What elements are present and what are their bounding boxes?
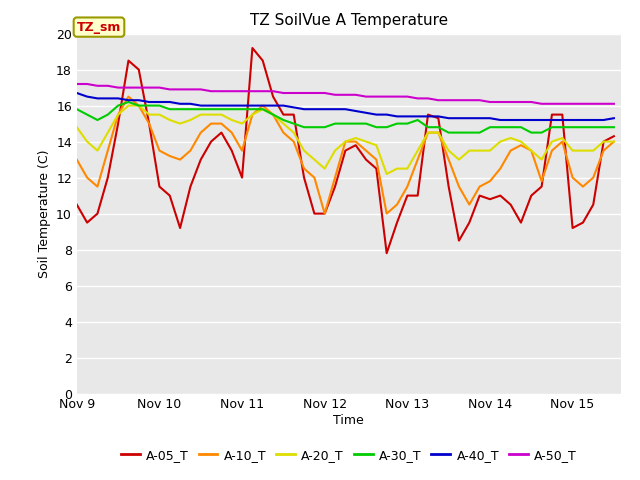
A-40_T bbox=[610, 115, 618, 121]
A-50_T bbox=[610, 101, 618, 107]
A-40_T bbox=[486, 115, 494, 121]
A-40_T bbox=[218, 103, 225, 108]
A-30_T bbox=[424, 124, 432, 130]
A-10_T bbox=[507, 148, 515, 154]
Line: A-50_T: A-50_T bbox=[77, 84, 614, 104]
A-40_T bbox=[559, 117, 566, 123]
A-10_T bbox=[414, 156, 422, 162]
A-05_T bbox=[610, 133, 618, 139]
A-20_T bbox=[414, 148, 422, 154]
A-20_T bbox=[445, 148, 452, 154]
Y-axis label: Soil Temperature (C): Soil Temperature (C) bbox=[38, 149, 51, 278]
Legend: A-05_T, A-10_T, A-20_T, A-30_T, A-40_T, A-50_T: A-05_T, A-10_T, A-20_T, A-30_T, A-40_T, … bbox=[116, 444, 582, 467]
A-20_T bbox=[610, 139, 618, 144]
Line: A-10_T: A-10_T bbox=[77, 96, 614, 214]
A-30_T bbox=[610, 124, 618, 130]
A-50_T bbox=[486, 99, 494, 105]
A-50_T bbox=[218, 88, 225, 94]
A-10_T bbox=[435, 130, 442, 135]
A-20_T bbox=[383, 171, 390, 177]
A-30_T bbox=[73, 106, 81, 112]
Line: A-30_T: A-30_T bbox=[77, 102, 614, 132]
A-10_T bbox=[321, 211, 328, 216]
A-05_T bbox=[507, 202, 515, 207]
A-40_T bbox=[497, 117, 504, 123]
A-40_T bbox=[393, 113, 401, 119]
A-30_T bbox=[393, 120, 401, 126]
Line: A-20_T: A-20_T bbox=[77, 106, 614, 174]
A-05_T bbox=[383, 251, 390, 256]
A-20_T bbox=[403, 166, 411, 171]
A-10_T bbox=[228, 130, 236, 135]
A-10_T bbox=[73, 156, 81, 162]
A-05_T bbox=[435, 115, 442, 121]
A-20_T bbox=[73, 124, 81, 130]
A-50_T bbox=[538, 101, 545, 107]
A-20_T bbox=[435, 130, 442, 135]
A-30_T bbox=[403, 120, 411, 126]
Text: TZ_sm: TZ_sm bbox=[77, 21, 121, 34]
A-20_T bbox=[125, 103, 132, 108]
Line: A-05_T: A-05_T bbox=[77, 48, 614, 253]
A-50_T bbox=[393, 94, 401, 99]
A-30_T bbox=[125, 99, 132, 105]
A-30_T bbox=[228, 106, 236, 112]
A-30_T bbox=[507, 124, 515, 130]
A-40_T bbox=[414, 113, 422, 119]
A-05_T bbox=[73, 202, 81, 207]
A-05_T bbox=[218, 130, 225, 135]
A-20_T bbox=[507, 135, 515, 141]
A-10_T bbox=[125, 94, 132, 99]
A-05_T bbox=[403, 192, 411, 199]
A-10_T bbox=[610, 139, 618, 144]
A-40_T bbox=[73, 90, 81, 96]
A-05_T bbox=[414, 192, 422, 199]
Title: TZ SoilVue A Temperature: TZ SoilVue A Temperature bbox=[250, 13, 448, 28]
A-50_T bbox=[414, 96, 422, 101]
A-30_T bbox=[435, 124, 442, 130]
A-40_T bbox=[383, 112, 390, 118]
X-axis label: Time: Time bbox=[333, 414, 364, 427]
A-30_T bbox=[445, 130, 452, 135]
A-50_T bbox=[73, 81, 81, 87]
A-20_T bbox=[228, 117, 236, 123]
A-05_T bbox=[248, 45, 256, 51]
A-10_T bbox=[403, 184, 411, 190]
A-10_T bbox=[445, 156, 452, 162]
Line: A-40_T: A-40_T bbox=[77, 93, 614, 120]
A-50_T bbox=[383, 94, 390, 99]
A-05_T bbox=[445, 184, 452, 190]
A-50_T bbox=[559, 101, 566, 107]
